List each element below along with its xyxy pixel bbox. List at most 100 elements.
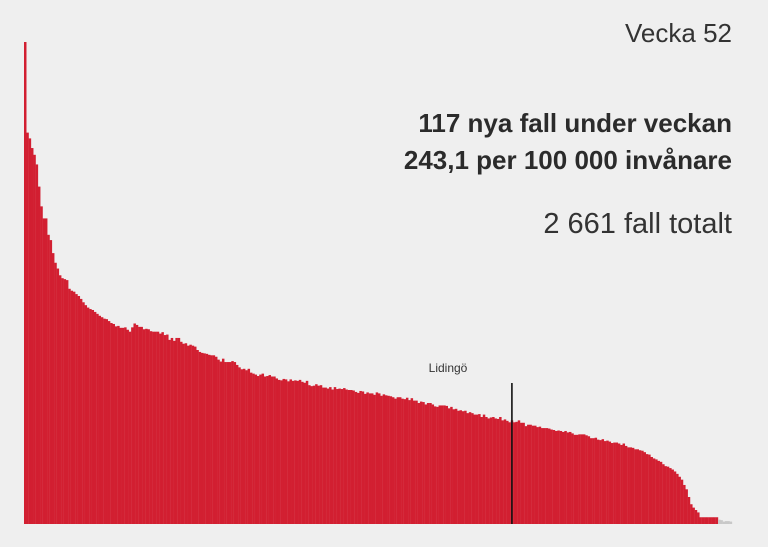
bar: [690, 504, 693, 524]
bar: [35, 164, 39, 524]
bar: [142, 329, 146, 524]
bar: [534, 425, 537, 524]
bar: [592, 438, 595, 524]
bar: [238, 367, 241, 524]
bar: [189, 344, 192, 524]
bar: [447, 408, 451, 524]
bar: [187, 345, 190, 524]
bar: [235, 364, 239, 524]
bar: [606, 440, 609, 524]
bar: [203, 353, 206, 524]
bar: [394, 398, 397, 524]
bar: [461, 411, 465, 524]
bar: [699, 517, 702, 524]
bar: [603, 441, 607, 524]
bar: [322, 387, 325, 524]
bar: [198, 351, 202, 524]
bar: [380, 395, 383, 524]
bar: [536, 427, 539, 524]
bar: [72, 291, 76, 524]
bar: [180, 341, 183, 524]
bar: [107, 321, 111, 524]
bar: [715, 517, 719, 524]
bar: [487, 418, 490, 524]
bar: [324, 387, 327, 524]
bar: [315, 384, 318, 524]
bar: [161, 332, 164, 524]
bar: [147, 329, 150, 524]
bar: [345, 389, 348, 524]
bar: [391, 397, 395, 524]
bar: [326, 388, 330, 524]
bar: [217, 359, 220, 524]
bar: [89, 309, 92, 524]
bar: [613, 442, 616, 524]
bar: [429, 403, 432, 524]
bar: [33, 154, 36, 525]
bar: [450, 406, 453, 524]
bar: [140, 326, 143, 524]
bar: [501, 420, 504, 524]
bar: [228, 362, 232, 524]
bar: [669, 468, 672, 524]
bar: [154, 331, 157, 524]
bar: [382, 394, 386, 524]
bar: [124, 327, 127, 524]
bar: [641, 450, 644, 524]
bar: [541, 428, 544, 524]
bar: [270, 376, 274, 524]
bar: [331, 389, 334, 524]
bar: [231, 361, 234, 524]
bar: [680, 479, 684, 524]
bar: [182, 343, 185, 524]
bar: [350, 390, 353, 524]
bar: [575, 434, 579, 524]
bar: [336, 389, 339, 524]
bar: [359, 390, 362, 524]
bar: [720, 520, 723, 524]
bar: [259, 374, 262, 524]
bar: [49, 240, 53, 524]
bar: [242, 368, 246, 524]
bar: [61, 278, 64, 524]
bar: [266, 376, 269, 524]
bar: [627, 447, 630, 524]
bar: [119, 327, 122, 524]
bar: [555, 430, 558, 524]
bar: [296, 380, 299, 524]
bar: [207, 354, 211, 524]
bar: [454, 408, 458, 524]
bar: [110, 323, 113, 524]
bar: [340, 389, 344, 524]
bar: [648, 454, 651, 524]
bar: [96, 313, 99, 524]
bar: [149, 331, 153, 524]
bar: [727, 521, 730, 524]
bar: [634, 449, 637, 524]
bar: [729, 521, 733, 524]
bar: [224, 362, 227, 524]
bar: [210, 355, 213, 524]
bar: [722, 521, 726, 524]
bar: [711, 517, 714, 524]
bar: [117, 325, 120, 524]
bar: [68, 288, 71, 524]
bar: [545, 428, 549, 524]
bar: [664, 466, 667, 524]
bar: [343, 388, 346, 524]
week-label: Vecka 52: [625, 18, 732, 48]
bar: [226, 362, 230, 524]
bar: [706, 517, 709, 524]
total-cases-stat: 2 661 fall totalt: [543, 208, 732, 240]
bar: [384, 395, 388, 524]
bar: [37, 186, 41, 524]
bar: [58, 275, 62, 524]
bar: [561, 431, 565, 524]
bar: [212, 355, 216, 524]
bar: [368, 393, 372, 524]
bar: [317, 385, 320, 524]
bar: [84, 305, 88, 524]
bar: [82, 302, 85, 524]
bar: [93, 311, 97, 524]
bar: [424, 404, 428, 524]
